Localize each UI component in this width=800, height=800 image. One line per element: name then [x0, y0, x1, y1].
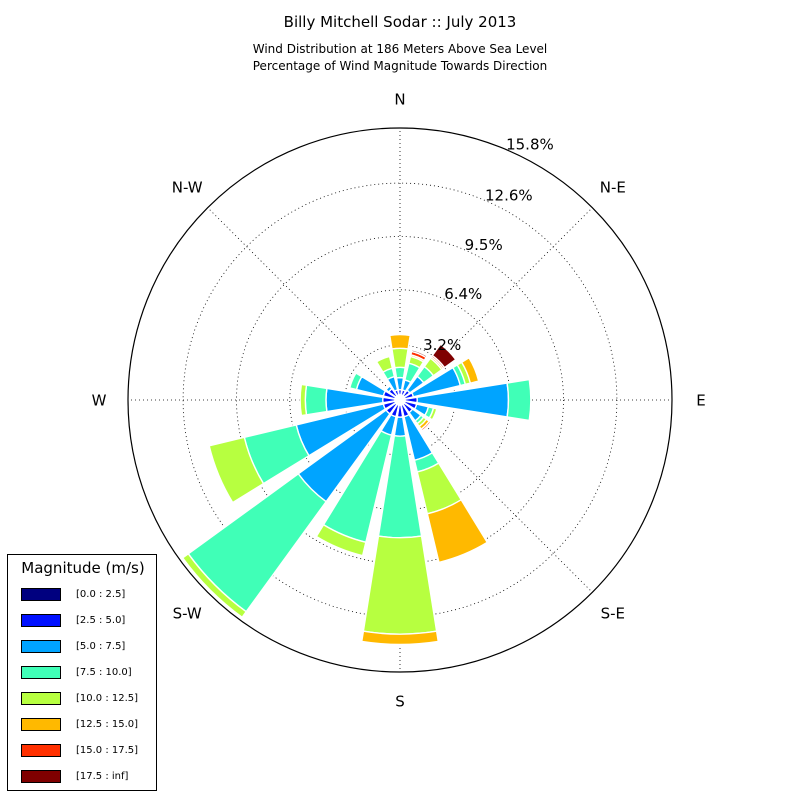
rose-bar-segment [362, 535, 438, 635]
chart-subtitle: Wind Distribution at 186 Meters Above Se… [0, 41, 800, 75]
legend-label: [17.5 : inf] [76, 771, 129, 782]
direction-label: E [696, 392, 705, 410]
legend-swatch [21, 640, 61, 653]
direction-label: N [394, 91, 405, 109]
legend-label: [10.0 : 12.5] [76, 693, 139, 704]
rose-bars [181, 333, 532, 646]
direction-label: S [395, 693, 405, 711]
direction-label: N-W [172, 179, 203, 197]
legend-swatch [21, 666, 61, 679]
legend: Magnitude (m/s) [0.0 : 2.5] [2.5 : 5.0] [5… [7, 554, 157, 791]
legend-label: [0.0 : 2.5] [76, 589, 126, 600]
rose-bar-segment [299, 383, 308, 417]
rose-bar-segment [181, 552, 248, 619]
rose-bar-segment [420, 420, 432, 432]
rose-bar-segment [208, 436, 265, 504]
direction-label: S-E [601, 604, 625, 622]
chart-title: Billy Mitchell Sodar :: July 2013 [283, 13, 517, 31]
rose-bar-segment [431, 343, 457, 369]
rose-bar-segment [428, 407, 438, 421]
radial-tick-label: 6.4% [444, 285, 482, 303]
legend-swatch [21, 718, 61, 731]
direction-label: S-W [173, 604, 202, 622]
legend-label: [2.5 : 5.0] [76, 615, 126, 626]
legend-swatch [21, 614, 61, 627]
rose-bar-segment [187, 472, 328, 613]
direction-label: N-E [600, 179, 626, 197]
subtitle-line-1: Wind Distribution at 186 Meters Above Se… [252, 42, 548, 56]
radial-tick-label: 3.2% [423, 336, 461, 354]
rose-bar-segment [506, 378, 532, 422]
legend-swatch [21, 744, 61, 757]
rose-bar-segment [460, 356, 480, 384]
rose-bar-segment [348, 372, 363, 391]
legend-swatch [21, 588, 61, 601]
legend-label: [7.5 : 10.0] [76, 667, 132, 678]
rose-bar-segment [410, 348, 428, 359]
rose-bar-segment [388, 333, 412, 350]
outer-circle [127, 127, 673, 673]
rose-bar-segment [426, 498, 489, 564]
axis-labels: N N-E E S-E S S-W W N-W 3.2% 6.4% 9.5% 12.6% 15.8% [92, 91, 706, 711]
rose-bar-segment [393, 416, 407, 437]
rose-bar-segment [391, 347, 409, 369]
legend-label: [5.0 : 7.5] [76, 641, 126, 652]
rose-bar-segment [304, 384, 328, 416]
radial-tick-label: 15.8% [506, 136, 554, 154]
subtitle-line-2: Percentage of Wind Magnitude Towards Dir… [252, 59, 548, 73]
rose-bar-segment [385, 385, 393, 393]
radial-tick-label: 12.6% [485, 187, 533, 205]
rose-bar-segment [360, 630, 440, 646]
rose-bar-segment [375, 355, 394, 374]
rose-bar-segment [394, 366, 406, 379]
legend-label: [12.5 : 15.0] [76, 719, 139, 730]
outer-circle-line [127, 127, 673, 673]
direction-label: W [92, 392, 107, 410]
legend-label: [15.0 : 17.5] [76, 745, 139, 756]
legend-title: Magnitude (m/s) [21, 559, 145, 577]
legend-swatch [21, 770, 61, 783]
legend-swatch [21, 692, 61, 705]
grid-spoke [207, 207, 401, 401]
rose-bar-segment [315, 523, 367, 557]
radial-tick-label: 9.5% [465, 236, 503, 254]
